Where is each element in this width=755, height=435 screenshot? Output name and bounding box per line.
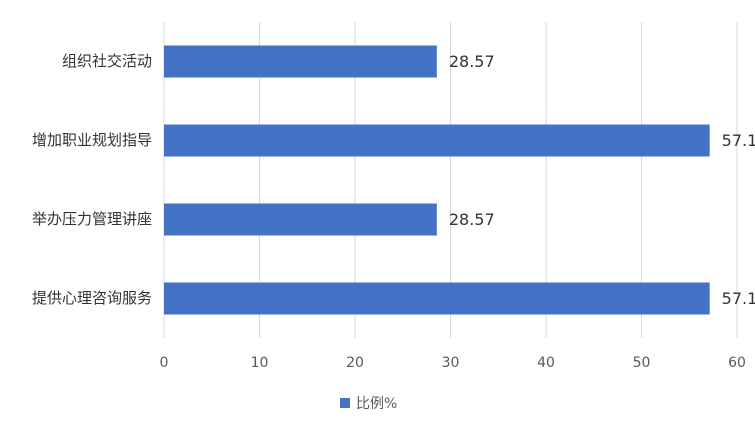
x-tick-label: 30 bbox=[442, 355, 460, 371]
x-tick-label: 40 bbox=[537, 355, 555, 371]
y-tick-label: 举办压力管理讲座 bbox=[32, 210, 152, 228]
data-label: 28.57 bbox=[449, 52, 495, 71]
x-tick-label: 50 bbox=[633, 355, 651, 371]
x-tick-label: 60 bbox=[728, 355, 746, 371]
bar bbox=[164, 203, 437, 236]
bar bbox=[164, 45, 437, 78]
bar bbox=[164, 282, 710, 315]
data-label: 57.14 bbox=[722, 131, 755, 150]
data-label: 28.57 bbox=[449, 210, 495, 229]
x-tick-label: 10 bbox=[251, 355, 269, 371]
data-label: 57.14 bbox=[722, 289, 755, 308]
x-tick-label: 0 bbox=[160, 355, 169, 371]
legend-label: 比例% bbox=[356, 396, 397, 412]
y-tick-label: 组织社交活动 bbox=[62, 52, 152, 70]
bar bbox=[164, 124, 710, 157]
y-tick-label: 提供心理咨询服务 bbox=[32, 289, 152, 307]
x-tick-label: 20 bbox=[346, 355, 364, 371]
legend-swatch bbox=[340, 398, 350, 408]
y-tick-label: 增加职业规划指导 bbox=[32, 131, 152, 149]
